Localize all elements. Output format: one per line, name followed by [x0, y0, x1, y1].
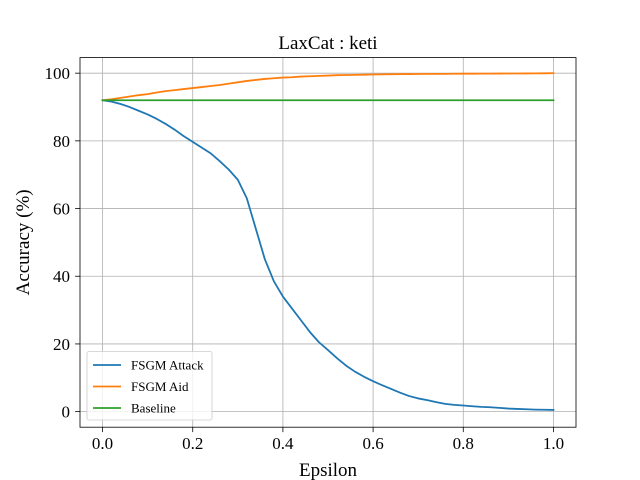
x-axis-label: Epsilon — [299, 460, 358, 480]
x-tick-label: 0.4 — [272, 434, 294, 453]
legend-label: FSGM Attack — [131, 358, 204, 373]
y-tick-label: 60 — [53, 200, 70, 219]
x-tick-label: 0.8 — [453, 434, 474, 453]
series-line-0 — [101, 99, 555, 411]
x-tick-label: 0.0 — [92, 434, 113, 453]
y-tick-label: 20 — [53, 335, 70, 354]
legend: FSGM Attack FSGM Aid Baseline — [86, 351, 213, 421]
y-axis-ticks: 0 20 40 60 80 100 — [45, 64, 80, 422]
x-tick-label: 0.2 — [182, 434, 203, 453]
x-axis-ticks: 0.0 0.2 0.4 0.6 0.8 1.0 — [92, 427, 564, 453]
chart-title: LaxCat : keti — [278, 33, 377, 54]
legend-label: Baseline — [131, 401, 176, 416]
x-tick-label: 1.0 — [543, 434, 564, 453]
y-tick-label: 80 — [53, 132, 70, 151]
y-tick-label: 40 — [53, 267, 70, 286]
y-tick-label: 100 — [45, 64, 71, 83]
y-axis-label: Accuracy (%) — [13, 189, 34, 295]
x-tick-label: 0.6 — [362, 434, 383, 453]
series-line-1 — [101, 72, 555, 102]
axes-frame — [79, 57, 577, 428]
series-lines — [101, 72, 555, 411]
grid — [80, 57, 576, 428]
legend-label: FSGM Aid — [131, 379, 189, 394]
legend-box — [86, 351, 213, 421]
y-tick-label: 0 — [62, 403, 71, 422]
